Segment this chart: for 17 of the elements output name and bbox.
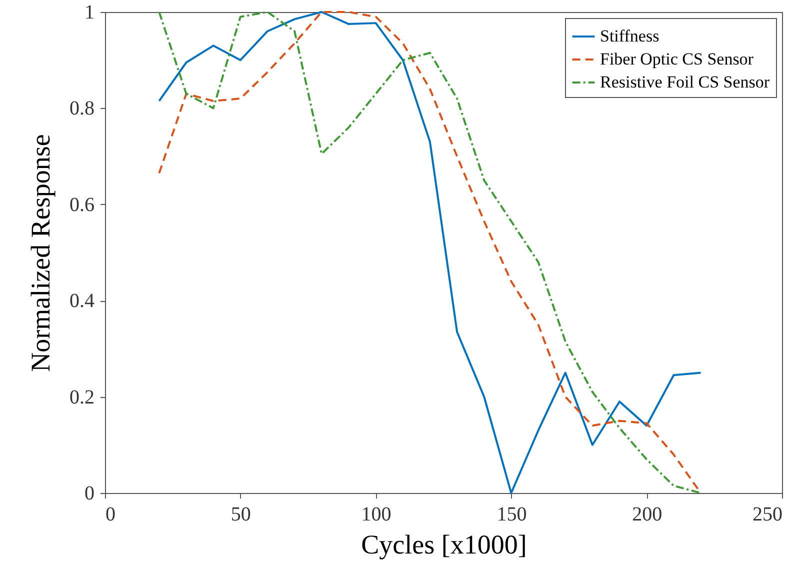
y-tick-label: 0.2 [70,386,94,408]
x-axis-title: Cycles [x1000] [361,530,527,560]
y-tick-label: 0 [84,482,94,504]
y-tick-label: 0.4 [70,290,94,312]
legend-label: Fiber Optic CS Sensor [600,50,754,68]
y-axis-title: Normalized Response [26,134,56,372]
x-tick-label: 250 [752,504,782,526]
y-tick-label: 1 [84,2,94,24]
x-tick-label: 200 [632,504,662,526]
x-tick-label: 50 [230,504,251,526]
y-tick-label: 0.8 [70,98,94,120]
x-tick-label: 100 [361,504,392,526]
x-tick-label: 0 [106,504,116,526]
legend-label: Resistive Foil CS Sensor [600,72,770,92]
y-tick-label: 0.6 [70,194,94,216]
x-tick-label: 150 [496,504,527,526]
legend-label: Stiffness [600,26,660,46]
